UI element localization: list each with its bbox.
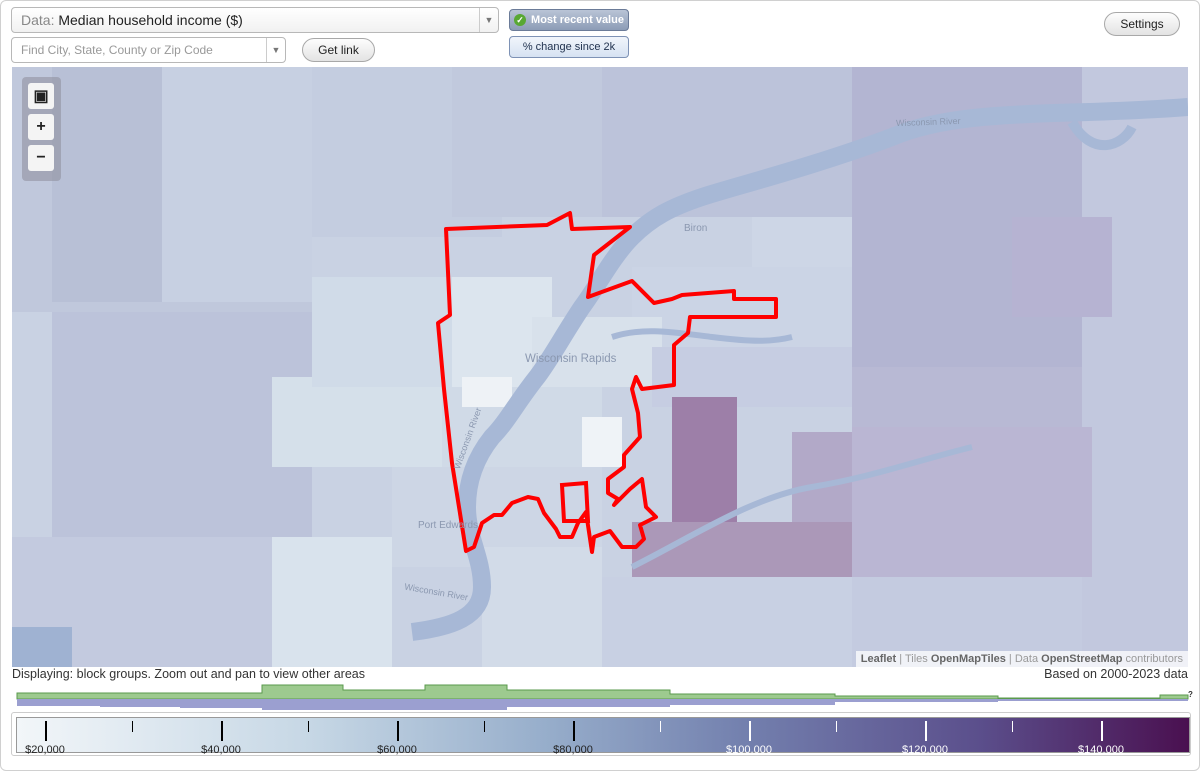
legend-tick xyxy=(397,721,399,741)
chevron-down-icon[interactable]: ▼ xyxy=(479,8,498,32)
zoom-out-button[interactable]: − xyxy=(28,145,54,171)
minus-icon: − xyxy=(36,149,46,166)
place-label: Wisconsin Rapids xyxy=(525,353,617,365)
check-icon: ✓ xyxy=(514,14,527,26)
legend-gradient: $20,000 $40,000 $60,000 $80,000 $100,000… xyxy=(16,717,1190,756)
leaflet-link[interactable]: Leaflet xyxy=(860,653,897,665)
help-icon[interactable]: ? xyxy=(1188,690,1193,699)
highlighted-city-boundary xyxy=(436,211,778,554)
data-range-note: Based on 2000-2023 data xyxy=(1044,667,1188,681)
get-link-button[interactable]: Get link xyxy=(302,38,375,62)
place-label: Port Edwards xyxy=(418,520,479,531)
color-legend: $20,000 $40,000 $60,000 $80,000 $100,000… xyxy=(11,712,1191,756)
legend-tick-minor xyxy=(308,721,309,732)
map-attribution: Leaflet | Tiles OpenMapTiles | Data Open… xyxy=(855,651,1188,667)
map-canvas xyxy=(12,67,1188,667)
choropleth-map[interactable]: ▣ + − Wisconsin Rapids Biron Port Edward… xyxy=(12,67,1188,667)
chevron-down-icon[interactable]: ▼ xyxy=(266,38,285,62)
legend-tick xyxy=(925,721,927,741)
block-groups xyxy=(12,67,1188,667)
legend-label: $140,000 xyxy=(1078,744,1124,756)
most-recent-value-toggle[interactable]: ✓ Most recent value xyxy=(509,9,629,31)
legend-label: $120,000 xyxy=(902,744,948,756)
openstreetmap-link[interactable]: OpenStreetMap xyxy=(1041,653,1123,665)
rivers xyxy=(410,98,1188,641)
legend-tick xyxy=(221,721,223,741)
settings-button[interactable]: Settings xyxy=(1104,12,1180,36)
openmaptiles-link[interactable]: OpenMapTiles xyxy=(930,653,1006,665)
pct-change-label: % change since 2k xyxy=(522,41,616,53)
display-level-note: Displaying: block groups. Zoom out and p… xyxy=(12,667,365,681)
plus-icon: + xyxy=(36,118,46,135)
legend-label: $60,000 xyxy=(377,744,417,756)
zoom-in-button[interactable]: + xyxy=(28,114,54,140)
distribution-histogram xyxy=(16,684,1189,710)
location-search[interactable]: ▼ xyxy=(11,37,286,63)
legend-label: $20,000 xyxy=(25,744,65,756)
data-selector-prefix: Data: xyxy=(21,12,55,28)
legend-tick-minor xyxy=(836,721,837,732)
legend-tick-minor xyxy=(660,721,661,732)
histogram-green xyxy=(16,684,1189,700)
legend-tick-minor xyxy=(1012,721,1013,732)
legend-tick xyxy=(1101,721,1103,741)
legend-label: $80,000 xyxy=(553,744,593,756)
legend-label: $40,000 xyxy=(201,744,241,756)
legend-tick xyxy=(749,721,751,741)
pct-change-toggle[interactable]: % change since 2k xyxy=(509,36,629,58)
legend-tick xyxy=(45,721,47,741)
search-input[interactable] xyxy=(12,38,264,62)
legend-label: $100,000 xyxy=(726,744,772,756)
legend-tick xyxy=(573,721,575,741)
zoom-controls: ▣ + − xyxy=(22,77,61,181)
histogram-purple xyxy=(17,699,1188,710)
fullscreen-button[interactable]: ▣ xyxy=(28,83,54,109)
data-selector-value: Median household income ($) xyxy=(58,12,243,28)
legend-tick-minor xyxy=(132,721,133,732)
legend-tick-minor xyxy=(484,721,485,732)
data-selector[interactable]: Data: Median household income ($) ▼ xyxy=(11,7,499,33)
fullscreen-icon: ▣ xyxy=(33,88,49,105)
place-label: Biron xyxy=(684,223,708,234)
most-recent-label: Most recent value xyxy=(531,14,624,26)
